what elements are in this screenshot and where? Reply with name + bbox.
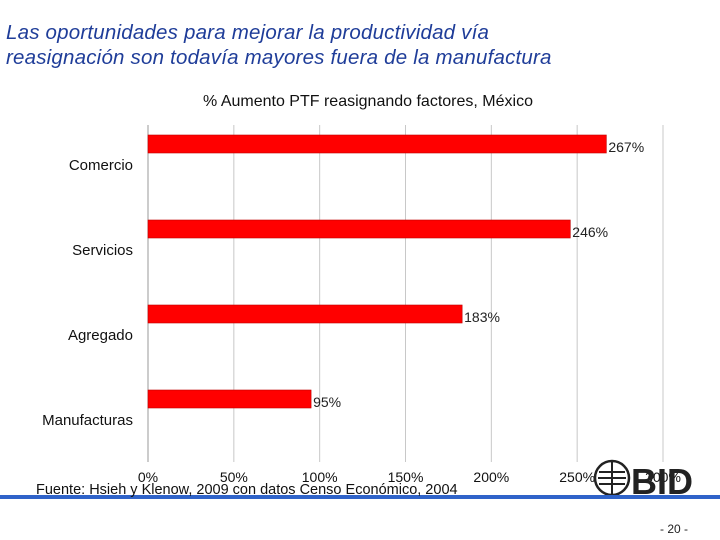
- bid-emblem-icon: [593, 459, 631, 497]
- chart-title: % Aumento PTF reasignando factores, Méxi…: [203, 93, 533, 110]
- footer-divider: [0, 495, 720, 499]
- bar-agregado: [147, 304, 463, 324]
- slide-title-line-1: Las oportunidades para mejorar la produc…: [6, 21, 490, 44]
- source-note: Fuente: Hsieh y Klenow, 2009 con datos C…: [36, 482, 458, 498]
- category-label: Agregado: [68, 327, 133, 344]
- x-tick-label: 250%: [559, 469, 595, 485]
- data-label: 246%: [572, 224, 608, 240]
- bid-logo: BID: [593, 459, 693, 500]
- category-label: Comercio: [69, 157, 133, 174]
- x-tick-label: 0%: [138, 469, 158, 485]
- bar-comercio: [147, 134, 607, 154]
- slide-title: Las oportunidades para mejorar la produc…: [6, 20, 706, 70]
- slide-title-line-2: reasignación son todavía mayores fuera d…: [6, 46, 552, 69]
- data-label: 183%: [464, 309, 500, 325]
- page-number: - 20 -: [660, 522, 689, 536]
- bid-logo-text: BID: [631, 461, 693, 500]
- category-label: Manufacturas: [42, 412, 133, 429]
- bar-servicios: [147, 219, 571, 239]
- x-tick-label: 150%: [388, 469, 424, 485]
- data-label: 95%: [313, 394, 341, 410]
- bar-manufacturas: [147, 389, 312, 409]
- category-label: Servicios: [72, 242, 133, 259]
- x-tick-label: 200%: [473, 469, 509, 485]
- x-tick-label: 50%: [220, 469, 248, 485]
- data-label: 267%: [608, 139, 644, 155]
- x-tick-label: 100%: [302, 469, 338, 485]
- x-tick-label: 300%: [645, 469, 681, 485]
